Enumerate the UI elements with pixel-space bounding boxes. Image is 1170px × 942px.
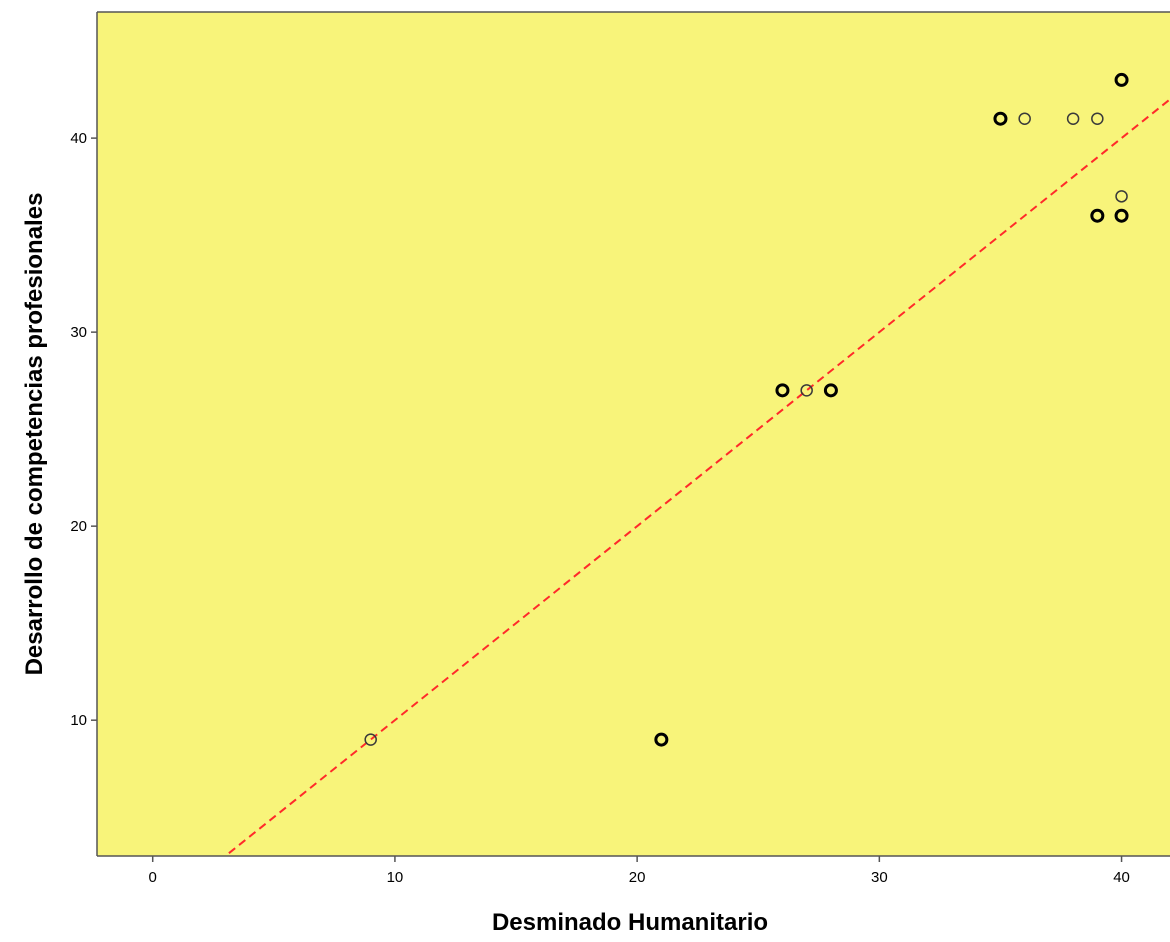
y-tick-label: 10	[70, 712, 87, 729]
data-point	[1114, 208, 1129, 223]
y-tick-label: 40	[70, 130, 87, 147]
x-tick-label: 10	[387, 869, 404, 886]
data-point	[823, 383, 838, 398]
data-point	[654, 732, 669, 747]
data-point	[364, 733, 377, 746]
y-tick-label: 20	[70, 518, 87, 535]
y-axis-title: Desarrollo de competencias profesionales	[21, 193, 48, 676]
data-point	[1114, 72, 1129, 87]
data-point	[1090, 208, 1105, 223]
data-point	[1115, 190, 1128, 203]
data-point	[1066, 112, 1080, 125]
plot-area	[97, 12, 1170, 856]
x-tick-label: 20	[629, 869, 646, 886]
x-axis-title: Desminado Humanitario	[492, 909, 768, 936]
data-point	[1018, 112, 1031, 125]
y-tick-label: 30	[70, 324, 87, 341]
data-point	[800, 384, 813, 397]
data-point	[993, 111, 1008, 126]
reference-line	[223, 98, 1170, 856]
x-tick-label: 30	[871, 869, 888, 886]
data-point	[775, 383, 790, 398]
x-tick-label: 0	[149, 869, 157, 886]
data-point	[1091, 112, 1104, 125]
x-tick-label: 40	[1113, 869, 1130, 886]
